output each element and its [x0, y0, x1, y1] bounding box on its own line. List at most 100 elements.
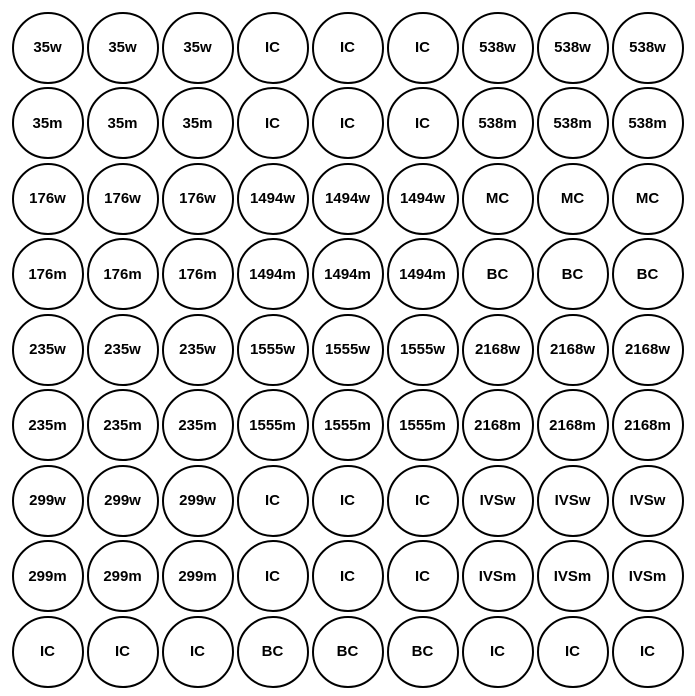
well-r7-c4: IC — [312, 540, 384, 612]
well-r6-c7: IVSw — [537, 465, 609, 537]
well-r3-c6: BC — [462, 238, 534, 310]
well-label: 1555w — [325, 342, 370, 357]
well-r4-c6: 2168w — [462, 314, 534, 386]
well-r1-c0: 35m — [12, 87, 84, 159]
well-label: IC — [415, 116, 430, 131]
well-r1-c5: IC — [387, 87, 459, 159]
well-r4-c4: 1555w — [312, 314, 384, 386]
well-label: 299m — [178, 569, 216, 584]
well-label: IC — [340, 493, 355, 508]
well-label: 538m — [553, 116, 591, 131]
well-label: IC — [265, 116, 280, 131]
well-r5-c8: 2168m — [612, 389, 684, 461]
well-label: 538w — [629, 40, 666, 55]
well-r3-c4: 1494m — [312, 238, 384, 310]
well-label: 1494w — [400, 191, 445, 206]
well-label: BC — [262, 644, 284, 659]
well-label: 538w — [554, 40, 591, 55]
well-label: IC — [415, 40, 430, 55]
well-label: IVSm — [554, 569, 592, 584]
well-label: 2168w — [475, 342, 520, 357]
well-r0-c0: 35w — [12, 12, 84, 84]
well-r8-c6: IC — [462, 616, 534, 688]
well-r5-c5: 1555m — [387, 389, 459, 461]
well-label: 538w — [479, 40, 516, 55]
well-label: IC — [340, 40, 355, 55]
well-r5-c6: 2168m — [462, 389, 534, 461]
well-r8-c1: IC — [87, 616, 159, 688]
well-label: 235m — [178, 418, 216, 433]
well-r2-c2: 176w — [162, 163, 234, 235]
well-label: 299m — [28, 569, 66, 584]
well-r4-c0: 235w — [12, 314, 84, 386]
well-r0-c1: 35w — [87, 12, 159, 84]
well-r2-c8: MC — [612, 163, 684, 235]
well-r5-c4: 1555m — [312, 389, 384, 461]
well-label: 235w — [29, 342, 66, 357]
well-r0-c3: IC — [237, 12, 309, 84]
well-label: 235m — [103, 418, 141, 433]
well-label: 1555m — [249, 418, 296, 433]
well-label: IC — [415, 493, 430, 508]
well-r6-c4: IC — [312, 465, 384, 537]
well-label: 2168m — [549, 418, 596, 433]
well-r8-c7: IC — [537, 616, 609, 688]
well-r2-c4: 1494w — [312, 163, 384, 235]
well-label: IC — [490, 644, 505, 659]
well-label: 2168m — [474, 418, 521, 433]
well-r0-c2: 35w — [162, 12, 234, 84]
well-label: IC — [265, 569, 280, 584]
well-label: MC — [636, 191, 659, 206]
well-label: 35w — [33, 40, 61, 55]
well-r7-c1: 299m — [87, 540, 159, 612]
well-label: BC — [487, 267, 509, 282]
well-r1-c6: 538m — [462, 87, 534, 159]
well-r3-c7: BC — [537, 238, 609, 310]
well-label: IC — [340, 116, 355, 131]
well-r7-c5: IC — [387, 540, 459, 612]
well-label: IVSm — [629, 569, 667, 584]
well-r7-c7: IVSm — [537, 540, 609, 612]
well-label: IVSw — [480, 493, 516, 508]
well-r7-c8: IVSm — [612, 540, 684, 612]
well-r7-c2: 299m — [162, 540, 234, 612]
well-label: 299w — [104, 493, 141, 508]
well-label: IC — [340, 569, 355, 584]
well-label: 176m — [103, 267, 141, 282]
well-plate: 35w35w35wICICIC538w538w538w35m35m35mICIC… — [0, 0, 695, 696]
well-label: MC — [561, 191, 584, 206]
well-r4-c5: 1555w — [387, 314, 459, 386]
well-r8-c5: BC — [387, 616, 459, 688]
well-label: 1494m — [249, 267, 296, 282]
well-label: 35w — [108, 40, 136, 55]
well-r3-c0: 176m — [12, 238, 84, 310]
well-r8-c2: IC — [162, 616, 234, 688]
well-r6-c3: IC — [237, 465, 309, 537]
well-label: 235w — [179, 342, 216, 357]
well-r6-c5: IC — [387, 465, 459, 537]
well-r3-c5: 1494m — [387, 238, 459, 310]
well-label: 1555m — [324, 418, 371, 433]
well-label: BC — [412, 644, 434, 659]
well-label: 176w — [104, 191, 141, 206]
well-r6-c0: 299w — [12, 465, 84, 537]
well-r6-c8: IVSw — [612, 465, 684, 537]
well-label: IVSw — [555, 493, 591, 508]
well-label: 1555m — [399, 418, 446, 433]
well-label: 299w — [179, 493, 216, 508]
well-r7-c0: 299m — [12, 540, 84, 612]
well-r8-c0: IC — [12, 616, 84, 688]
well-label: 35m — [107, 116, 137, 131]
well-label: BC — [562, 267, 584, 282]
well-label: IC — [190, 644, 205, 659]
well-label: 176w — [29, 191, 66, 206]
well-label: 176m — [178, 267, 216, 282]
well-r2-c1: 176w — [87, 163, 159, 235]
well-label: MC — [486, 191, 509, 206]
well-r2-c7: MC — [537, 163, 609, 235]
well-r4-c3: 1555w — [237, 314, 309, 386]
well-r2-c5: 1494w — [387, 163, 459, 235]
well-r5-c7: 2168m — [537, 389, 609, 461]
well-label: 538m — [478, 116, 516, 131]
well-r2-c6: MC — [462, 163, 534, 235]
